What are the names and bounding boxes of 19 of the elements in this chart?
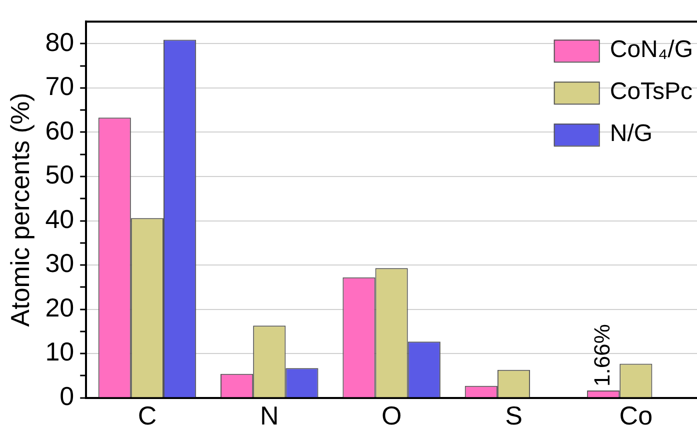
data-label: 1.66% [589,324,614,386]
y-tick-label: 40 [45,204,74,234]
x-tick-label: C [138,400,157,431]
legend-label: N/G [610,120,653,148]
legend-label: CoN₄/G [610,36,694,64]
y-tick-label: 60 [45,115,74,146]
legend-label: CoTsPc [610,78,693,106]
y-tick-label: 0 [60,380,74,411]
y-tick-label: 10 [45,336,74,367]
y-axis-title: Atomic percents (%) [4,92,35,327]
y-tick-label: 30 [45,248,74,278]
y-tick-label: 70 [45,71,74,102]
x-tick-label: Co [619,400,653,431]
y-tick-label: 80 [45,26,74,57]
y-tick-label: 20 [45,292,74,322]
x-tick-label: N [260,400,279,431]
x-tick-label: O [381,400,402,431]
x-tick-label: S [505,400,522,431]
y-tick-label: 50 [45,160,74,190]
